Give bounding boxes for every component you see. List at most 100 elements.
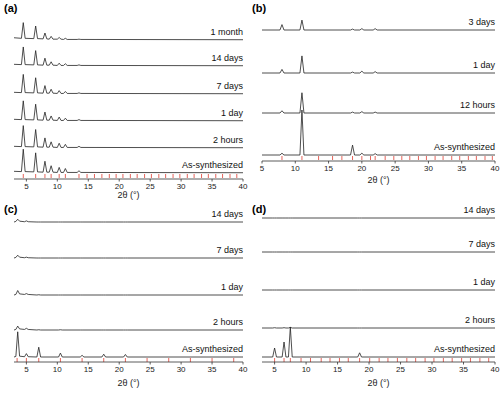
reference-peak — [23, 174, 24, 178]
reference-peak — [492, 156, 493, 160]
plot-area — [14, 219, 243, 362]
x-axis — [14, 362, 243, 363]
reference-peak — [201, 174, 202, 178]
x-tick-label: 15 — [84, 182, 93, 191]
reference-peak — [78, 174, 79, 178]
reference-peak — [341, 156, 342, 160]
panel: (b)3 days1 day12 hoursAs-synthesized5101… — [252, 2, 500, 185]
trace-label: 1 day — [473, 60, 496, 70]
reference-peak — [418, 156, 419, 160]
x-tick-label: 30 — [177, 365, 186, 374]
x-tick-label: 30 — [428, 365, 437, 374]
reference-peak — [468, 156, 469, 160]
reference-peak — [332, 156, 333, 160]
x-tick-label: 40 — [491, 365, 500, 374]
x-tick-label: 20 — [115, 365, 124, 374]
reference-peak — [122, 174, 123, 178]
reference-peak — [173, 174, 174, 178]
panel-title: (b) — [252, 2, 266, 14]
pxrd-trace — [14, 255, 243, 258]
reference-peak — [318, 156, 319, 160]
x-tick-label: 10 — [302, 365, 311, 374]
reference-peak — [103, 358, 104, 362]
reference-peak — [397, 358, 398, 362]
reference-peak — [208, 174, 209, 178]
x-tick-label: 25 — [146, 365, 155, 374]
x-tick-label: 40 — [239, 365, 248, 374]
pxrd-trace — [14, 291, 243, 295]
reference-peak — [274, 358, 275, 362]
reference-peak — [375, 156, 376, 160]
reference-peak — [361, 156, 362, 160]
reference-peak — [35, 174, 36, 178]
x-axis-label: 2θ (°) — [117, 190, 139, 200]
reference-peak — [233, 358, 234, 362]
reference-peak — [393, 156, 394, 160]
x-axis-label: 2θ (°) — [117, 378, 139, 388]
reference-peak — [212, 358, 213, 362]
reference-peak — [385, 156, 386, 160]
trace-label: 3 days — [468, 17, 495, 27]
x-tick-label: 30 — [424, 164, 433, 173]
pxrd-trace — [262, 218, 495, 219]
reference-peak — [38, 358, 39, 362]
x-tick-label: 10 — [291, 164, 300, 173]
reference-peak — [215, 174, 216, 178]
x-tick-label: 5 — [24, 365, 29, 374]
reference-peak — [301, 156, 302, 160]
trace-label: 12 hours — [460, 100, 496, 110]
panel: (a)1 month14 days7 days1 day2 hoursAs-sy… — [4, 2, 248, 200]
reference-peak — [321, 358, 322, 362]
reference-peak — [415, 358, 416, 362]
panel-title: (a) — [4, 2, 18, 14]
reference-peak — [179, 174, 180, 178]
reference-peak — [369, 358, 370, 362]
x-axis — [262, 362, 495, 363]
panel: (c)14 days7 days1 day2 hoursAs-synthesiz… — [4, 203, 248, 388]
reference-peak — [109, 174, 110, 178]
reference-peak — [130, 174, 131, 178]
x-tick-label: 35 — [208, 182, 217, 191]
reference-peak — [101, 174, 102, 178]
x-tick-label: 10 — [53, 365, 62, 374]
reference-peak — [330, 358, 331, 362]
reference-peak — [222, 174, 223, 178]
reference-peak — [137, 174, 138, 178]
trace-label: 7 days — [216, 81, 243, 91]
x-tick-label: 40 — [491, 164, 500, 173]
reference-peak — [165, 174, 166, 178]
reference-peak — [194, 174, 195, 178]
pxrd-trace — [14, 326, 243, 330]
reference-peak — [158, 174, 159, 178]
trace-label: As-synthesized — [182, 160, 243, 170]
x-axis — [14, 179, 243, 180]
pxrd-trace — [262, 20, 495, 30]
x-tick-label: 25 — [391, 164, 400, 173]
x-tick-label: 35 — [459, 365, 468, 374]
figure: (a)1 month14 days7 days1 day2 hoursAs-sy… — [0, 0, 502, 394]
x-tick-label: 5 — [24, 182, 29, 191]
reference-peak — [433, 358, 434, 362]
x-tick-label: 15 — [324, 164, 333, 173]
trace-label: 7 days — [216, 245, 243, 255]
pxrd-trace — [14, 332, 243, 357]
x-axis-label: 2θ (°) — [367, 175, 389, 185]
trace-label: 2 hours — [213, 317, 244, 327]
reference-peak — [435, 156, 436, 160]
reference-peak — [352, 156, 353, 160]
reference-peak — [301, 358, 302, 362]
reference-peak — [479, 358, 480, 362]
reference-peak — [82, 358, 83, 362]
reference-peak — [387, 358, 388, 362]
panel: (d)14 days7 days1 day2 hoursAs-synthesiz… — [252, 203, 500, 388]
reference-peak — [459, 156, 460, 160]
reference-peak — [51, 174, 52, 178]
reference-peak — [168, 358, 169, 362]
x-axis — [262, 161, 495, 162]
x-tick-label: 40 — [239, 182, 248, 191]
reference-peak — [230, 174, 231, 178]
x-tick-label: 10 — [53, 182, 62, 191]
pxrd-trace — [262, 252, 495, 253]
reference-peak — [409, 156, 410, 160]
reference-peak — [488, 358, 489, 362]
